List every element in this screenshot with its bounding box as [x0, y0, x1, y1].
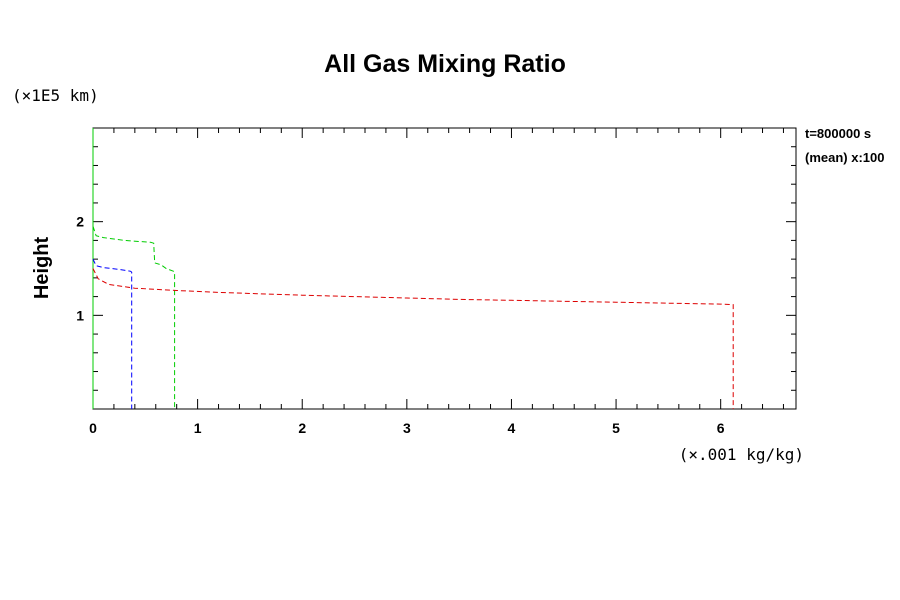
series-line [92, 258, 133, 409]
time-annotation: t=800000 s [805, 126, 871, 141]
x-tick-label: 2 [298, 420, 306, 436]
data-series [92, 128, 734, 409]
y-axis-units: (×1E5 km) [12, 86, 99, 105]
x-tick-label: 5 [612, 420, 620, 436]
x-tick-label: 3 [403, 420, 411, 436]
mean-annotation: (mean) x:100 [805, 150, 884, 165]
x-tick-label: 6 [717, 420, 725, 436]
y-tick-label: 1 [76, 307, 84, 323]
chart-title: All Gas Mixing Ratio [324, 50, 566, 78]
plot-frame [92, 127, 797, 410]
x-tick-label: 4 [508, 420, 516, 436]
x-tick-label: 1 [194, 420, 202, 436]
series-line [92, 268, 734, 409]
y-axis-label: Height [31, 237, 53, 300]
series-line [92, 226, 176, 409]
y-tick-label: 2 [76, 214, 84, 230]
x-axis-units: (×.001 kg/kg) [679, 445, 804, 464]
axis-ticks [92, 128, 796, 409]
tick-labels: 0 1 2 3 4 5 6 1 2 [76, 214, 725, 436]
x-tick-label: 0 [89, 420, 97, 436]
